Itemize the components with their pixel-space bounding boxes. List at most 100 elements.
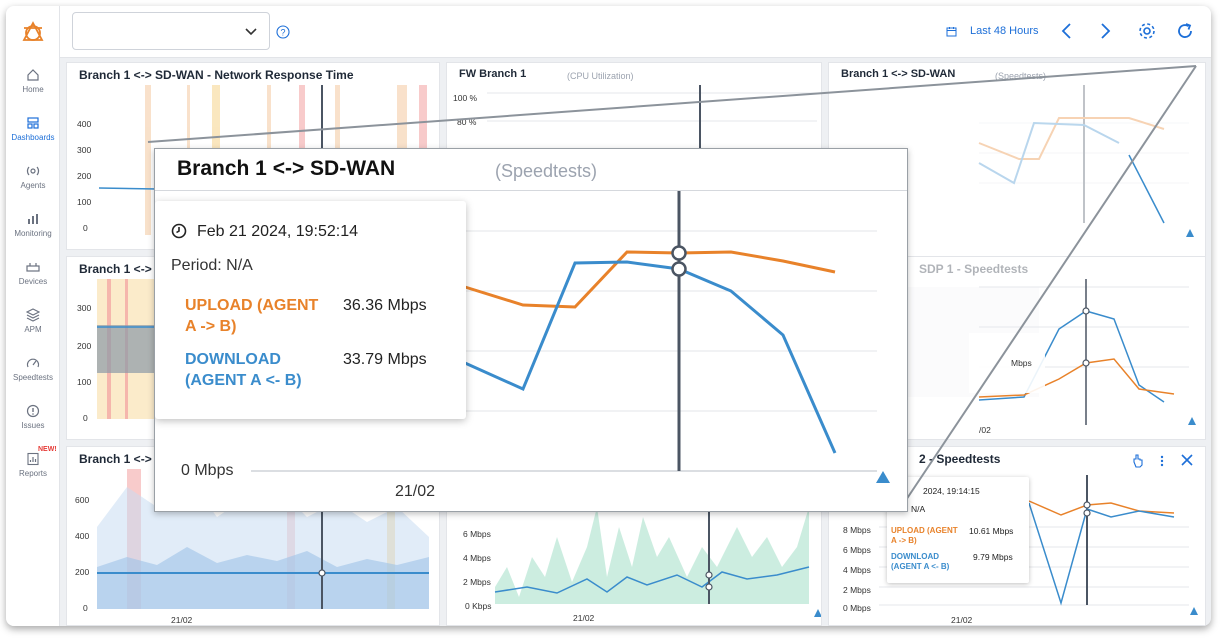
panel-title: 2 - Speedtests [919,452,1001,466]
sidebar-item-dashboards[interactable]: Dashboards [6,116,60,142]
close-icon[interactable] [1181,454,1193,466]
app-window: Home Dashboards Agents Monitoring Device… [6,6,1211,626]
y-tick: 6 Mbps [463,529,491,539]
panel-subtitle: (CPU Utilization) [567,71,634,81]
sidebar-item-label: Monitoring [14,229,52,238]
sidebar-item-reports[interactable]: NEW! Reports [6,446,60,478]
sidebar-item-label: Devices [18,277,48,286]
y-tick: 2 Mbps [463,577,491,587]
callout-subtitle: (Speedtests) [495,161,598,181]
sidebar: Home Dashboards Agents Monitoring Device… [6,6,60,626]
time-range-label[interactable]: Last 48 Hours [970,25,1039,37]
zoomed-speedtests-callout: Branch 1 <-> SD-WAN (Speedtests) Feb 21 … [154,148,908,512]
sidebar-item-monitoring[interactable]: Monitoring [6,212,60,238]
reports-icon [27,452,39,466]
sidebar-item-label: Reports [18,469,47,478]
alert-circle-icon [26,404,40,418]
tooltip-date: 2024, 19:14:15 [923,486,980,496]
sidebar-item-label: Issues [21,421,45,430]
sidebar-item-label: Dashboards [11,133,55,142]
home-icon [27,69,39,81]
sidebar-item-speedtests[interactable]: Speedtests [6,356,60,382]
download-label-line2: (AGENT A <- B) [891,562,950,571]
sidebar-item-apm[interactable]: APM [6,308,60,334]
tooltip-period: Period: N/A [171,257,253,274]
y-tick: 200 [75,567,90,577]
sidebar-item-agents[interactable]: Agents [6,164,60,190]
agents-icon [26,166,40,176]
y-tick: 400 [75,531,90,541]
mini-tooltip: 2024, 19:14:15 N/A UPLOAD (AGENT A -> B)… [887,477,1029,583]
download-value: 9.79 Mbps [973,552,1013,562]
x-tick: /02 [979,425,991,435]
panel-title: Branch 1 <-> SD-WAN - Network Response T… [79,68,354,82]
panel-title: FW Branch 1 [459,68,527,80]
speedtests-top-chart [978,85,1194,237]
app-logo-icon[interactable] [20,20,46,46]
upload-label: UPLOAD (AGENT [185,297,319,314]
chart-tooltip: Feb 21 2024, 19:52:14 Period: N/A UPLOAD… [155,201,466,419]
y-tick: 300 [77,145,92,155]
upload-value: 10.61 Mbps [969,526,1014,536]
y-tick: 4 Mbps [463,553,491,563]
y-tick: 200 [77,171,92,181]
sidebar-item-label: Home [22,85,44,94]
mid-right-chart [889,279,1196,425]
y-tick: 8 Mbps [843,525,871,535]
tooltip-period: N/A [911,504,926,514]
panel-subtitle: (Speedtests) [995,71,1047,81]
x-tick: 21/02 [395,483,436,500]
callout-header: Branch 1 <-> SD-WAN (Speedtests) [155,149,907,191]
y-tick: 400 [77,119,92,129]
dashboard-select[interactable] [72,12,270,50]
clock-icon [171,223,187,239]
x-tick: 21/02 [573,613,595,623]
x-tick: 21/02 [171,615,193,625]
upload-label-line2: A -> B) [891,536,917,545]
top-bar: ? Last 48 Hours [60,6,1211,58]
zoom-connector [147,65,1197,507]
upload-value: 36.36 Mbps [343,297,427,314]
panel-title: Branch 1 <-> [79,452,152,466]
chevron-right-icon[interactable] [1098,22,1112,40]
help-icon[interactable]: ? [276,25,290,39]
download-label: DOWNLOAD [891,552,939,561]
calendar-icon[interactable] [946,26,957,37]
y-tick: 0 Mbps [843,603,871,613]
hand-pointer-icon[interactable] [1131,453,1145,469]
svg-text:?: ? [280,28,285,38]
y-tick: 4 Mbps [843,565,871,575]
y-tick: 100 [77,197,92,207]
y-tick: 100 [77,377,92,387]
download-value: 33.79 Mbps [343,351,427,368]
tooltip-date: Feb 21 2024, 19:52:14 [197,223,359,240]
callout-title: Branch 1 <-> SD-WAN [177,157,396,180]
y-tick: 6 Mbps [843,545,871,555]
upload-label-line2: A -> B) [185,318,237,335]
refresh-icon[interactable] [1176,22,1194,40]
y-tick: 2 Mbps [843,585,871,595]
upload-label: UPLOAD (AGENT [891,526,958,535]
more-vertical-icon[interactable] [1159,455,1165,467]
cpu-chart [487,85,817,153]
sidebar-item-label: Speedtests [12,373,54,382]
sidebar-item-home[interactable]: Home [6,68,60,94]
download-label-line2: (AGENT A <- B) [185,372,302,389]
apm-icon [26,308,40,322]
speedometer-icon [26,358,40,368]
y-tick: 200 [77,341,92,351]
tooltip-value: Mbps [1011,358,1032,368]
panel-title: Branch 1 <-> SD-WAN [841,68,956,80]
monitoring-icon [28,214,38,224]
y-tick: 0 Mbps [181,462,234,479]
dashboard-icon [27,117,39,129]
panel-title: SDP 1 - Speedtests [919,262,1029,276]
sidebar-item-issues[interactable]: Issues [6,404,60,430]
chevron-left-icon[interactable] [1060,22,1074,40]
gear-icon[interactable] [1138,22,1156,40]
new-badge: NEW! [38,446,57,453]
devices-icon [26,263,40,272]
sidebar-item-devices[interactable]: Devices [6,260,60,286]
y-tick: 80 % [457,117,477,127]
y-tick: 0 [83,413,88,423]
